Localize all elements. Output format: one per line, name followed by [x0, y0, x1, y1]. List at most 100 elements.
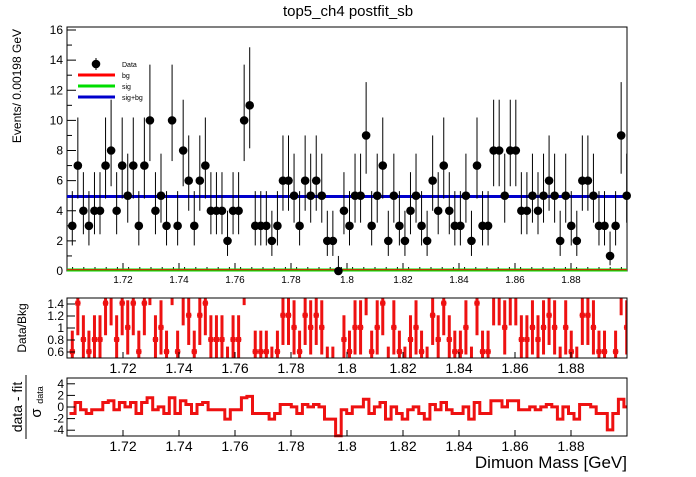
ratio-point [130, 300, 136, 306]
data-point [605, 251, 615, 261]
ratio-point [97, 337, 103, 343]
ratio-point [513, 289, 518, 294]
ratio-point [330, 361, 335, 366]
data-point [395, 221, 404, 231]
data-point [195, 176, 205, 185]
ratio-point [346, 349, 352, 355]
ratio-point [263, 349, 269, 355]
ratio-x-tick-label: 1.76 [221, 360, 248, 376]
ratio-x-tick-label: 1.74 [165, 360, 192, 376]
ratio-point [407, 337, 413, 343]
data-point [461, 191, 471, 200]
data-point [295, 221, 304, 231]
data-point [456, 221, 465, 231]
data-point [589, 191, 598, 200]
ratio-point [541, 324, 547, 330]
data-point [494, 146, 504, 155]
data-point [411, 191, 421, 200]
data-point [444, 206, 454, 216]
ratio-point [341, 337, 347, 343]
ratio-x-tick-label: 1.8 [337, 360, 357, 376]
main-x-tick-label: 1.72 [113, 275, 133, 286]
main-y-tick-label: 8 [56, 144, 63, 158]
ratio-x-tick-label: 1.72 [109, 360, 136, 376]
ratio-point [125, 324, 131, 330]
data-point [389, 191, 399, 200]
data-point [561, 191, 571, 200]
ratio-point [624, 324, 627, 330]
data-point [84, 221, 94, 231]
ratio-point [103, 300, 109, 306]
data-point [372, 191, 382, 200]
data-point [472, 161, 482, 170]
ratio-point [619, 276, 624, 281]
ratio-point [396, 349, 402, 355]
data-point [79, 206, 88, 216]
data-point [367, 221, 376, 231]
ratio-x-tick-label: 1.82 [389, 360, 416, 376]
data-point [184, 176, 194, 185]
pull-y-axis-label: data - fit σ data [9, 375, 45, 439]
data-point [572, 236, 582, 246]
ratio-y-tick-label: 0.6 [47, 345, 64, 359]
data-point [167, 116, 177, 125]
pull-x-tick-label: 1.8 [337, 438, 357, 454]
pull-y-label-numerator: data - fit [9, 382, 25, 433]
ratio-point [86, 349, 92, 355]
data-point [273, 221, 282, 231]
ratio-point [602, 349, 608, 355]
data-point [151, 206, 160, 216]
ratio-y-tick-label: 0.8 [47, 333, 64, 347]
data-point [311, 176, 321, 185]
main-y-tick-label: 12 [50, 83, 64, 97]
main-y-tick-label: 0 [56, 264, 63, 278]
data-point [533, 206, 543, 216]
legend-label-sig: sig [122, 84, 131, 91]
data-point [528, 191, 537, 200]
data-point [262, 221, 271, 231]
pull-y-tick-label: 0 [57, 400, 64, 414]
legend-label-data: Data [122, 62, 137, 69]
ratio-point [613, 349, 619, 355]
ratio-point [302, 312, 308, 318]
main-y-tick-label: 10 [50, 113, 64, 127]
data-point [67, 221, 77, 231]
data-point [433, 206, 443, 216]
ratio-point [457, 349, 463, 355]
main-x-tick-label: 1.82 [393, 275, 413, 286]
data-point [73, 161, 83, 170]
data-point [483, 221, 493, 231]
data-point [234, 206, 243, 216]
ratio-point [485, 349, 491, 355]
legend-label-bg: bg [122, 73, 130, 80]
pull-y-label-sigma: σ [28, 408, 45, 418]
pull-x-tick-label: 1.78 [277, 438, 304, 454]
data-point [539, 191, 548, 200]
ratio-y-tick-label: 1.4 [47, 297, 64, 311]
data-point [317, 191, 327, 200]
data-point [245, 101, 254, 110]
ratio-point [258, 349, 264, 355]
data-point [106, 146, 116, 155]
ratio-y-tick-label: 1.2 [47, 309, 64, 323]
data-point [128, 161, 138, 170]
ratio-point [463, 324, 469, 330]
ratio-point [535, 337, 541, 343]
data-point [306, 191, 315, 200]
main-x-tick-label: 1.88 [561, 275, 581, 286]
data-point [378, 161, 388, 170]
ratio-point [546, 312, 552, 318]
ratio-point [191, 349, 197, 355]
ratio-point [280, 312, 286, 318]
ratio-point [508, 289, 513, 294]
data-point [156, 191, 166, 200]
data-point [511, 146, 521, 155]
ratio-point [297, 349, 303, 355]
ratio-point [236, 337, 242, 343]
legend: Data bg sig sig+bg [78, 58, 143, 102]
data-point [600, 221, 609, 231]
ratio-point [213, 337, 219, 343]
